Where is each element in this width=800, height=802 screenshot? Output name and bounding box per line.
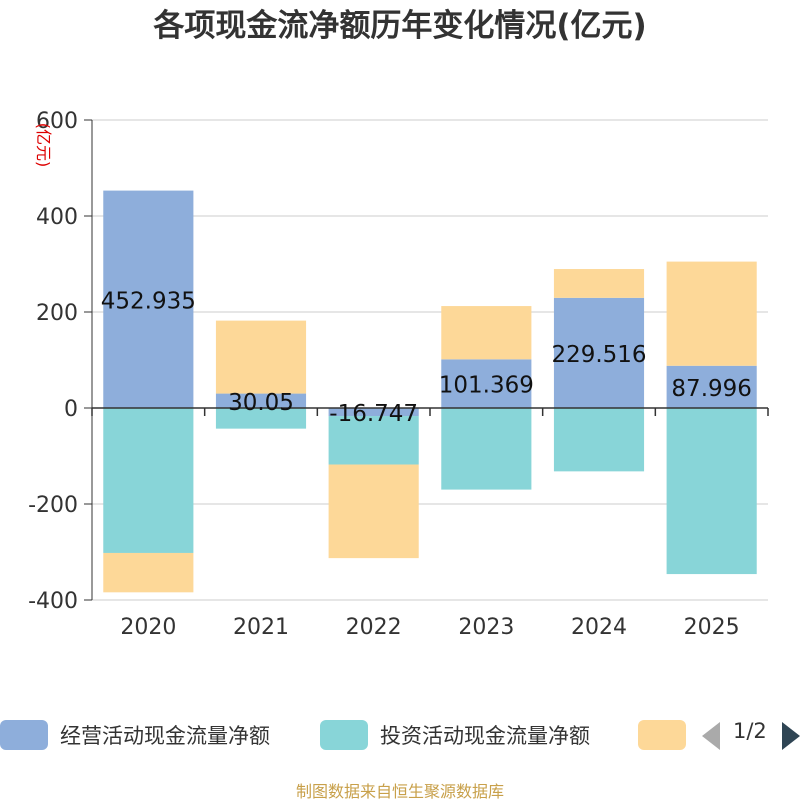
- y-tick-label: 0: [64, 397, 78, 422]
- y-tick-label: -400: [28, 589, 78, 614]
- bar-series-0-2024: [553, 297, 645, 408]
- bar-series-2-2025: [666, 261, 757, 366]
- legend-label-operating: 经营活动现金流量净额: [60, 724, 270, 748]
- chart-title: 各项现金流净额历年变化情况(亿元): [153, 8, 647, 44]
- legend-swatch-financing: [638, 720, 686, 750]
- y-tick-label: -200: [28, 493, 78, 518]
- data-label-2023: 101.369: [439, 373, 534, 399]
- data-label-2025: 87.996: [671, 376, 751, 402]
- bar-series-0-2022: [328, 408, 419, 417]
- legend-item-financing[interactable]: [638, 718, 686, 752]
- source-note: 制图数据来自恒生聚源数据库: [295, 782, 504, 801]
- legend-page-indicator: 1/2: [733, 719, 767, 743]
- legend-item-investing[interactable]: 投资活动现金流量净额: [320, 718, 590, 752]
- data-label-2020: 452.935: [101, 288, 196, 314]
- bar-series-1-2022: [328, 416, 419, 465]
- data-label-2021: 30.05: [228, 390, 294, 416]
- bar-series-0-2021: [215, 393, 307, 408]
- bar-series-1-2021: [215, 408, 307, 429]
- x-tick-label: 2024: [571, 615, 627, 640]
- y-axis-unit-label: (亿元): [34, 123, 53, 168]
- legend-swatch-operating: [0, 720, 48, 750]
- legend-item-operating[interactable]: 经营活动现金流量净额: [0, 718, 270, 752]
- bar-series-1-2024: [553, 408, 645, 472]
- bar-series-1-2020: [103, 408, 194, 553]
- legend-label-investing: 投资活动现金流量净额: [380, 724, 590, 748]
- bar-series-2-2022: [328, 464, 419, 559]
- legend-next-page-icon[interactable]: [782, 722, 800, 750]
- y-tick-label: 400: [36, 205, 78, 230]
- bar-series-2-2023: [441, 306, 532, 360]
- bar-series-2-2021: [215, 320, 307, 394]
- y-tick-label: 600: [36, 109, 78, 134]
- bar-series-0-2023: [441, 359, 532, 408]
- legend-swatch-investing: [320, 720, 368, 750]
- bar-series-0-2025: [666, 365, 757, 408]
- x-tick-label: 2021: [233, 615, 289, 640]
- bar-series-2-2024: [553, 269, 645, 298]
- bar-series-1-2023: [441, 408, 532, 490]
- bar-series-2-2020: [103, 552, 194, 593]
- y-tick-label: 200: [36, 301, 78, 326]
- x-tick-label: 2025: [684, 615, 740, 640]
- bar-series-1-2025: [666, 408, 757, 575]
- bar-series-0-2020: [103, 190, 194, 408]
- data-label-2022: -16.747: [329, 401, 418, 427]
- x-tick-label: 2022: [346, 615, 402, 640]
- x-tick-label: 2020: [120, 615, 176, 640]
- data-label-2024: 229.516: [551, 342, 646, 368]
- x-tick-label: 2023: [458, 615, 514, 640]
- legend-prev-page-icon[interactable]: [702, 722, 720, 750]
